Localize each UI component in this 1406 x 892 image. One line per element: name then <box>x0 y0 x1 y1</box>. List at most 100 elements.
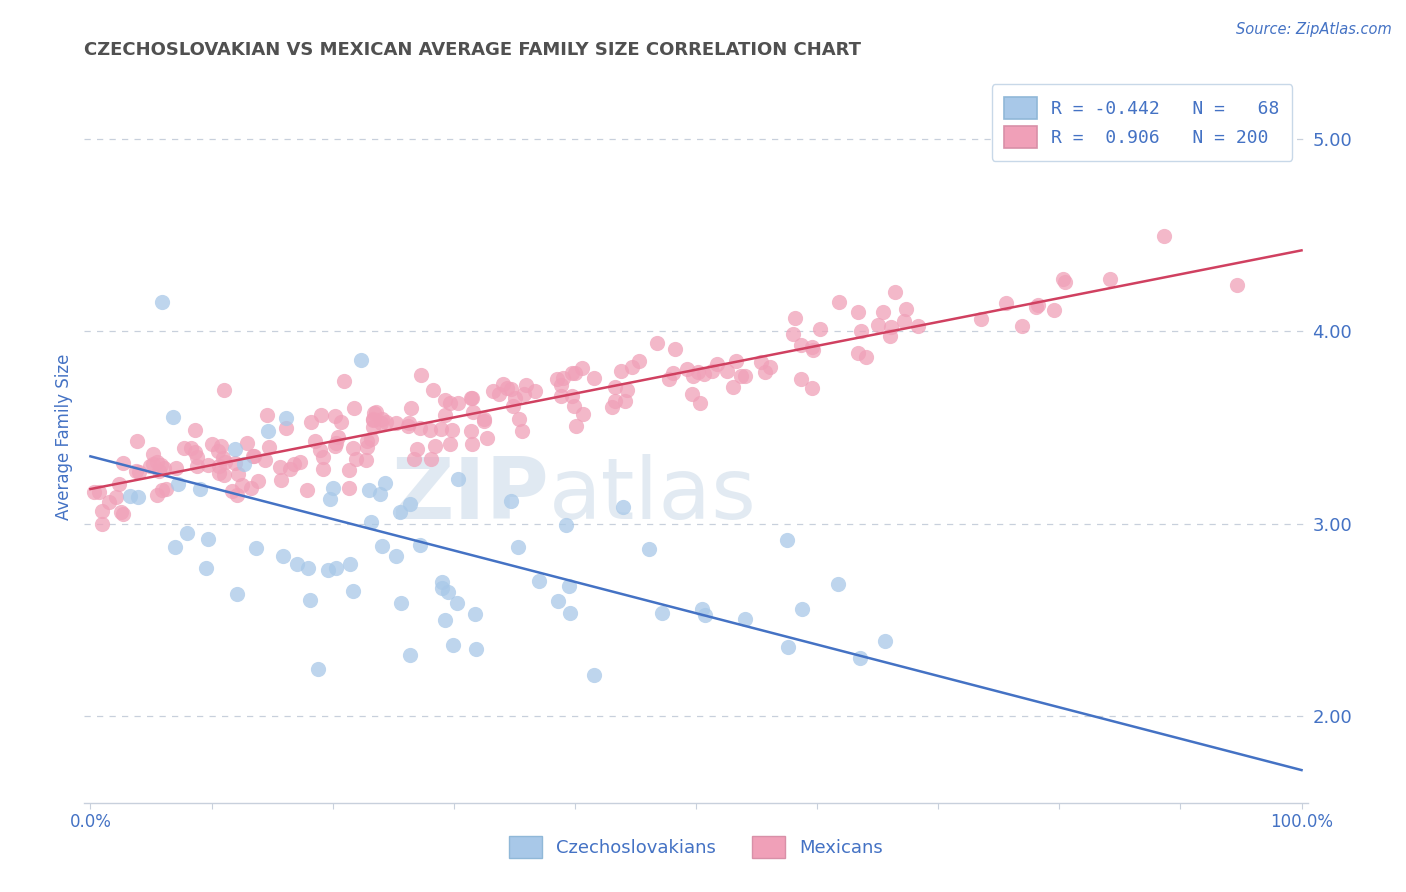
Point <box>276 421 298 435</box>
Point <box>508 412 530 426</box>
Point <box>433 613 456 627</box>
Point <box>461 391 484 405</box>
Point <box>994 296 1017 310</box>
Point <box>855 351 877 365</box>
Point <box>197 458 219 473</box>
Point <box>299 415 322 429</box>
Point <box>523 384 546 398</box>
Point <box>664 343 686 357</box>
Point <box>1026 298 1049 312</box>
Point <box>339 481 361 495</box>
Point <box>214 455 236 469</box>
Text: ZIP: ZIP <box>391 454 550 537</box>
Text: atlas: atlas <box>550 454 758 537</box>
Point <box>419 452 441 467</box>
Point <box>128 465 150 479</box>
Point <box>848 651 870 665</box>
Point <box>758 359 780 374</box>
Point <box>582 371 605 385</box>
Point <box>464 641 486 656</box>
Point <box>405 442 427 456</box>
Point <box>180 441 202 455</box>
Point <box>370 487 392 501</box>
Point <box>361 412 384 426</box>
Point <box>695 607 717 622</box>
Point <box>396 418 419 433</box>
Point <box>384 549 406 564</box>
Point <box>846 346 869 360</box>
Point <box>333 374 356 388</box>
Point <box>247 475 270 489</box>
Point <box>163 540 186 554</box>
Point <box>270 474 292 488</box>
Point <box>273 549 295 564</box>
Point <box>150 458 173 472</box>
Point <box>356 434 378 448</box>
Point <box>572 407 595 421</box>
Point <box>790 372 813 386</box>
Point <box>409 421 432 435</box>
Point <box>638 541 661 556</box>
Point <box>475 431 498 445</box>
Point <box>436 584 458 599</box>
Point <box>226 467 249 482</box>
Point <box>613 394 636 409</box>
Point <box>419 423 441 437</box>
Point <box>651 606 673 620</box>
Point <box>675 362 697 376</box>
Point <box>360 433 382 447</box>
Point <box>425 439 447 453</box>
Point <box>186 458 208 473</box>
Point <box>441 638 464 652</box>
Point <box>148 464 170 478</box>
Point <box>356 440 378 454</box>
Point <box>571 360 593 375</box>
Point <box>551 371 574 385</box>
Point <box>422 384 444 398</box>
Point <box>152 483 174 498</box>
Point <box>87 484 110 499</box>
Point <box>460 424 482 438</box>
Point <box>782 326 804 341</box>
Point <box>207 443 229 458</box>
Point <box>399 648 422 663</box>
Point <box>907 318 929 333</box>
Point <box>322 481 344 495</box>
Point <box>706 357 728 371</box>
Point <box>269 460 291 475</box>
Point <box>243 449 266 463</box>
Point <box>325 436 347 450</box>
Point <box>616 384 638 398</box>
Point <box>361 412 384 426</box>
Point <box>1153 229 1175 244</box>
Point <box>354 453 377 467</box>
Point <box>872 305 894 319</box>
Point <box>550 389 572 403</box>
Point <box>564 366 586 380</box>
Point <box>1011 319 1033 334</box>
Point <box>561 389 583 403</box>
Point <box>298 593 321 607</box>
Point <box>430 422 453 436</box>
Point <box>350 353 373 368</box>
Point <box>359 483 381 498</box>
Point <box>828 295 851 310</box>
Point <box>734 368 756 383</box>
Point <box>645 335 668 350</box>
Point <box>725 354 748 368</box>
Legend: Czechoslovakians, Mexicans: Czechoslovakians, Mexicans <box>501 827 891 867</box>
Point <box>686 366 709 380</box>
Point <box>662 366 685 380</box>
Point <box>561 366 583 380</box>
Point <box>866 318 889 333</box>
Point <box>329 415 352 429</box>
Point <box>124 464 146 478</box>
Point <box>224 442 246 457</box>
Point <box>274 411 297 425</box>
Point <box>212 450 235 465</box>
Point <box>447 472 470 486</box>
Point <box>142 447 165 461</box>
Point <box>325 561 347 575</box>
Point <box>108 477 131 491</box>
Point <box>337 463 360 477</box>
